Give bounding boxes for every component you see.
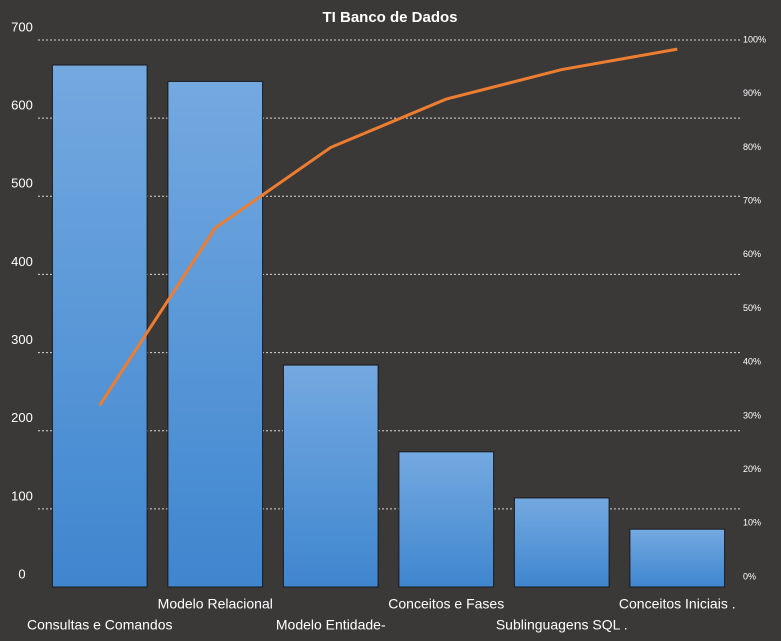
y-tick-label: 400	[11, 254, 33, 269]
bar	[51, 64, 148, 588]
bar	[398, 451, 495, 588]
y2-tick-label: 70%	[743, 195, 761, 205]
chart-title: TI Banco de Dados	[322, 9, 457, 26]
y2-tick-label: 0%	[743, 571, 756, 581]
y2-tick-label: 30%	[743, 410, 761, 420]
y2-tick-label: 20%	[743, 464, 761, 474]
y2-tick-label: 50%	[743, 303, 761, 313]
y-tick-label: 200	[11, 410, 33, 425]
bar	[167, 80, 264, 588]
y2-tick-label: 80%	[743, 142, 761, 152]
x-tick-label: Consultas e Comandos	[27, 617, 173, 633]
x-tick-label: Sublinguagens SQL .	[496, 617, 628, 633]
x-tick-label: Conceitos e Fases	[388, 596, 504, 612]
y2-tick-label: 100%	[743, 34, 766, 44]
x-tick-label: Modelo Relacional	[158, 596, 273, 612]
x-tick-label: Conceitos Iniciais .	[619, 596, 736, 612]
x-tick-label: Modelo Entidade-	[276, 617, 386, 633]
bar	[629, 528, 726, 588]
y2-tick-label: 90%	[743, 88, 761, 98]
y-tick-label: 600	[11, 98, 33, 113]
y-tick-label: 500	[11, 176, 33, 191]
y-tick-label: 700	[11, 19, 33, 34]
y-tick-label: 100	[11, 488, 33, 503]
y2-tick-label: 40%	[743, 357, 761, 367]
y2-tick-label: 10%	[743, 518, 761, 528]
y-tick-label: 0	[18, 566, 25, 581]
pareto-line	[98, 47, 678, 406]
y-tick-label: 300	[11, 332, 33, 347]
bar	[513, 497, 610, 588]
bar	[282, 364, 379, 588]
y2-tick-label: 60%	[743, 249, 761, 259]
